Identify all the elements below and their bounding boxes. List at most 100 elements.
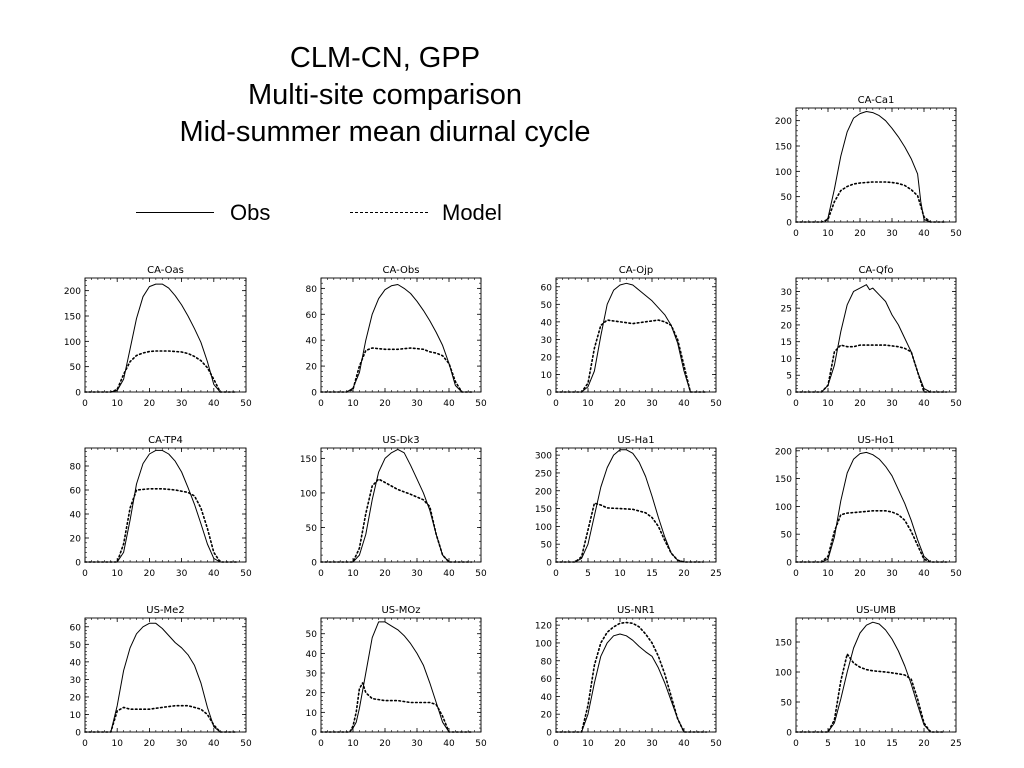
y-tick-label: 60 xyxy=(70,623,82,633)
y-tick-label: 0 xyxy=(546,729,552,739)
x-tick-label: 30 xyxy=(176,569,188,579)
x-tick-label: 5 xyxy=(825,739,831,749)
y-tick-label: 50 xyxy=(306,630,318,640)
y-tick-label: 30 xyxy=(541,336,553,346)
x-tick-label: 10 xyxy=(582,739,594,749)
y-tick-label: 20 xyxy=(306,363,318,373)
y-tick-label: 40 xyxy=(306,650,318,660)
y-tick-label: 50 xyxy=(541,301,553,311)
y-tick-label: 15 xyxy=(781,338,792,348)
x-tick-label: 0 xyxy=(318,399,324,409)
y-tick-label: 80 xyxy=(70,463,82,473)
plot-frame xyxy=(795,107,957,223)
y-tick-label: 200 xyxy=(64,287,81,297)
y-tick-label: 60 xyxy=(306,311,318,321)
series-model xyxy=(320,478,473,563)
y-tick-label: 100 xyxy=(775,168,792,178)
y-tick-label: 0 xyxy=(75,729,81,739)
chart-title: CA-Obs xyxy=(383,265,420,276)
x-tick-label: 40 xyxy=(208,399,220,409)
legend: Obs Model xyxy=(136,198,556,232)
y-tick-label: 60 xyxy=(541,675,553,685)
x-tick-label: 50 xyxy=(950,399,962,409)
x-tick-label: 20 xyxy=(854,229,866,239)
x-tick-label: 10 xyxy=(111,569,123,579)
x-tick-label: 50 xyxy=(950,569,962,579)
y-tick-label: 80 xyxy=(306,285,318,295)
chart-title: US-Dk3 xyxy=(382,435,419,446)
y-tick-label: 250 xyxy=(535,469,552,479)
legend-item-model: Model xyxy=(350,198,550,228)
plot-frame xyxy=(795,277,957,393)
x-tick-label: 40 xyxy=(918,569,930,579)
y-tick-label: 20 xyxy=(70,693,82,703)
chart-title: CA-Ojp xyxy=(619,265,654,276)
x-tick-label: 20 xyxy=(379,739,391,749)
y-tick-label: 30 xyxy=(70,676,82,686)
y-tick-label: 60 xyxy=(70,487,82,497)
chart-title: US-Ho1 xyxy=(857,435,894,446)
x-tick-label: 25 xyxy=(950,739,961,749)
series-obs xyxy=(85,622,237,733)
x-tick-label: 20 xyxy=(854,399,866,409)
y-tick-label: 200 xyxy=(775,117,792,127)
title-line-3: Mid-summer mean diurnal cycle xyxy=(179,116,591,148)
x-tick-label: 40 xyxy=(678,739,690,749)
series-model xyxy=(795,181,948,223)
y-tick-label: 40 xyxy=(70,511,82,521)
x-tick-label: 30 xyxy=(411,739,423,749)
y-tick-label: 150 xyxy=(64,313,81,323)
y-tick-label: 0 xyxy=(786,389,792,399)
y-tick-label: 50 xyxy=(781,531,793,541)
chart-title: CA-TP4 xyxy=(148,435,183,446)
x-tick-label: 40 xyxy=(208,739,220,749)
chart-us-me2: US-Me2 0 10 20 30 40 50 0 10 20 30 40 50 60 xyxy=(70,605,252,749)
chart-us-dk3: US-Dk3 0 10 20 30 40 50 0 50 100 150 xyxy=(300,435,487,579)
y-tick-label: 10 xyxy=(781,355,793,365)
x-tick-label: 0 xyxy=(793,569,799,579)
x-tick-label: 50 xyxy=(475,739,487,749)
y-tick-label: 10 xyxy=(306,709,318,719)
y-tick-label: 60 xyxy=(541,283,553,293)
x-tick-label: 30 xyxy=(886,229,898,239)
x-tick-label: 10 xyxy=(347,739,359,749)
plot-frame xyxy=(555,447,717,563)
x-tick-label: 40 xyxy=(918,229,930,239)
legend-label-model: Model xyxy=(442,200,502,225)
chart-ca-qfo: CA-Qfo 0 10 20 30 40 50 0 5 10 15 20 25 30 xyxy=(781,265,962,409)
chart-us-moz: US-MOz 0 10 20 30 40 50 0 10 20 30 40 50 xyxy=(306,605,487,749)
series-model xyxy=(795,509,948,563)
plot-frame xyxy=(320,617,482,733)
series-obs xyxy=(796,284,947,393)
y-tick-label: 0 xyxy=(786,729,792,739)
y-tick-label: 0 xyxy=(546,559,552,569)
y-tick-label: 0 xyxy=(311,729,317,739)
x-tick-label: 0 xyxy=(82,399,88,409)
series-model xyxy=(555,621,708,733)
plot-frame xyxy=(84,617,247,733)
title-line-1: CLM-CN, GPP xyxy=(289,42,481,74)
y-tick-label: 40 xyxy=(541,693,553,703)
x-tick-label: 0 xyxy=(553,569,559,579)
series-obs xyxy=(85,283,237,393)
y-tick-label: 80 xyxy=(541,657,553,667)
x-tick-label: 30 xyxy=(646,739,658,749)
x-tick-label: 50 xyxy=(950,229,962,239)
series-obs xyxy=(796,111,947,223)
series-obs xyxy=(321,621,472,733)
y-tick-label: 0 xyxy=(786,219,792,229)
x-tick-label: 10 xyxy=(854,739,866,749)
x-tick-label: 15 xyxy=(886,739,897,749)
x-tick-label: 0 xyxy=(793,739,799,749)
series-obs xyxy=(85,449,237,563)
y-tick-label: 100 xyxy=(775,503,792,513)
x-tick-label: 10 xyxy=(111,399,123,409)
y-tick-label: 150 xyxy=(300,455,317,465)
x-tick-label: 10 xyxy=(582,399,594,409)
x-tick-label: 50 xyxy=(240,569,252,579)
x-tick-label: 0 xyxy=(553,399,559,409)
y-tick-label: 20 xyxy=(781,321,793,331)
y-tick-label: 10 xyxy=(70,711,82,721)
y-tick-label: 100 xyxy=(535,639,552,649)
